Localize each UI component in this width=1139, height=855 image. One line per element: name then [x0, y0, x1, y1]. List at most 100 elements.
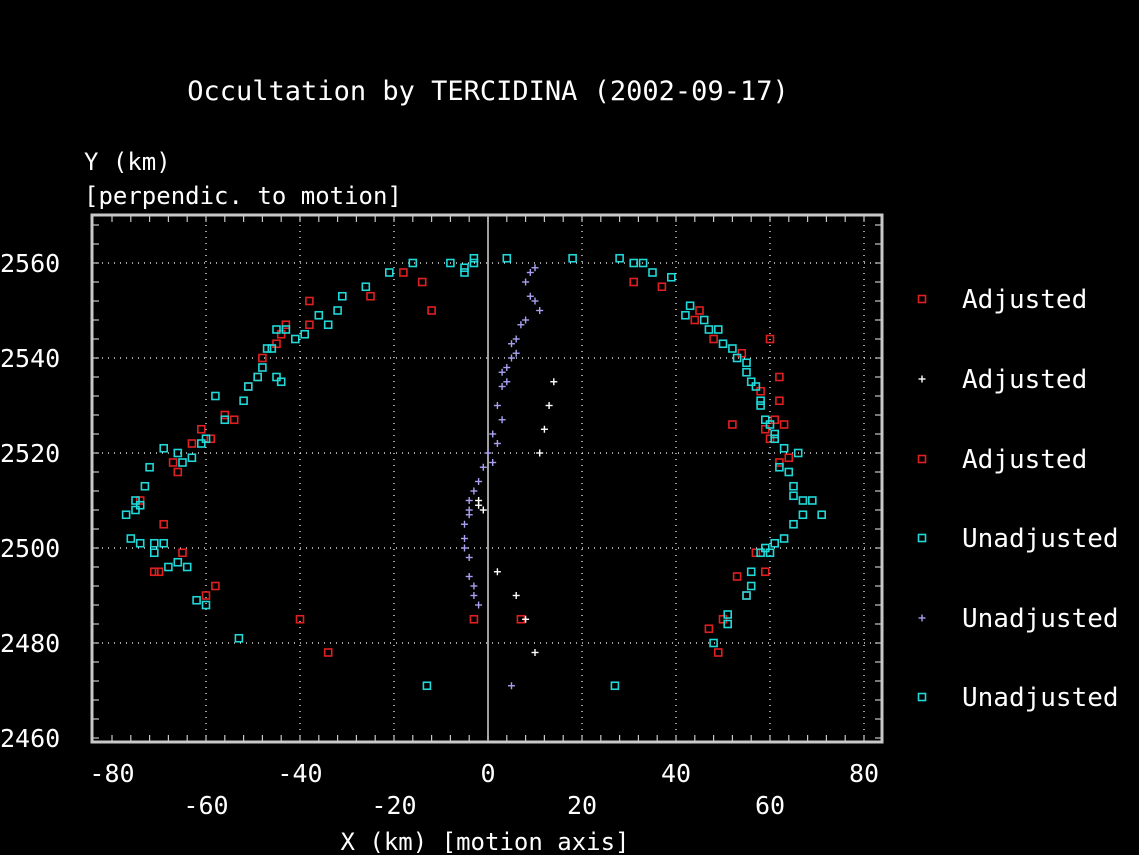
data-point	[258, 363, 267, 372]
chart-title: Occultation by TERCIDINA (2002-09-17)	[187, 76, 788, 107]
x-tick-label: 80	[849, 759, 879, 788]
data-point	[182, 562, 192, 572]
data-point	[258, 353, 267, 363]
x-tick-label: 0	[480, 759, 495, 788]
data-point	[479, 463, 487, 471]
data-point	[531, 264, 539, 272]
data-points	[121, 253, 827, 691]
data-point	[512, 592, 520, 599]
data-point	[211, 391, 220, 401]
data-point	[121, 510, 131, 520]
data-point	[765, 434, 775, 444]
data-point	[192, 595, 201, 605]
data-point	[713, 325, 723, 334]
x-tick-label: 20	[567, 791, 597, 820]
data-point	[323, 648, 333, 657]
data-point	[460, 268, 469, 277]
series-3	[159, 268, 784, 634]
data-point	[695, 306, 704, 315]
data-point	[281, 325, 291, 334]
data-point	[150, 548, 159, 558]
data-point	[253, 372, 262, 382]
data-point	[150, 567, 159, 577]
data-point	[187, 453, 197, 463]
data-point	[723, 619, 733, 629]
data-point	[657, 282, 667, 292]
data-point	[229, 415, 239, 425]
data-point	[681, 310, 690, 320]
data-point	[276, 329, 286, 339]
data-point	[760, 543, 770, 553]
data-point	[475, 478, 483, 485]
data-point	[760, 424, 770, 434]
data-point	[704, 325, 714, 334]
y-axis-sublabel: [perpendic. to motion]	[84, 182, 402, 210]
data-point	[333, 306, 342, 315]
axes: -80 -40 0 40 80 -60 -20 20 60 2460 2480 2500 2520 254…	[0, 213, 884, 820]
legend-item: Adjusted	[918, 365, 1087, 395]
data-point	[493, 402, 501, 409]
data-point	[197, 439, 206, 448]
data-point	[638, 258, 648, 268]
data-point	[760, 415, 770, 425]
data-point	[159, 443, 168, 453]
data-point	[262, 344, 272, 353]
data-point	[465, 511, 473, 519]
legend-label: Unadjusted	[962, 524, 1119, 554]
data-point	[742, 358, 751, 368]
data-point	[742, 367, 751, 377]
data-point	[126, 534, 136, 543]
data-point	[765, 420, 775, 429]
data-point	[135, 500, 145, 510]
data-point	[475, 601, 483, 609]
data-point	[713, 648, 723, 657]
data-point	[465, 497, 473, 504]
data-point	[751, 548, 761, 558]
data-point	[531, 649, 539, 656]
data-point	[732, 353, 742, 363]
data-point	[728, 420, 737, 429]
data-point	[469, 258, 479, 268]
data-point	[760, 567, 770, 577]
y-tick-label: 2480	[0, 629, 60, 658]
data-point	[154, 567, 164, 577]
data-point	[460, 263, 469, 273]
data-point	[272, 339, 281, 349]
data-point	[522, 316, 530, 324]
data-point	[610, 681, 620, 691]
data-point	[704, 624, 714, 634]
data-point	[798, 496, 808, 505]
data-point	[770, 538, 780, 548]
data-point	[159, 538, 168, 548]
data-point	[267, 344, 277, 353]
data-point	[718, 339, 728, 349]
data-point	[201, 591, 211, 600]
data-point	[417, 277, 427, 287]
data-point	[300, 329, 310, 339]
data-point	[709, 334, 718, 344]
data-point	[498, 383, 506, 390]
data-point	[399, 268, 408, 277]
data-point	[629, 277, 639, 287]
data-point	[568, 253, 577, 263]
data-point	[789, 519, 798, 529]
data-point	[789, 491, 798, 501]
data-point	[493, 568, 501, 576]
x-tick-label: -80	[89, 759, 134, 788]
data-point	[770, 434, 780, 444]
data-point	[470, 487, 478, 495]
data-point	[201, 600, 211, 610]
data-point	[512, 349, 520, 357]
data-point	[465, 573, 473, 580]
data-point	[798, 510, 808, 520]
data-point	[135, 496, 145, 505]
data-point	[173, 448, 183, 458]
data-point	[145, 462, 154, 472]
data-point	[173, 557, 183, 567]
data-point	[135, 538, 145, 548]
data-point	[281, 320, 291, 330]
legend-label: Unadjusted	[962, 683, 1119, 713]
data-point	[746, 377, 756, 387]
